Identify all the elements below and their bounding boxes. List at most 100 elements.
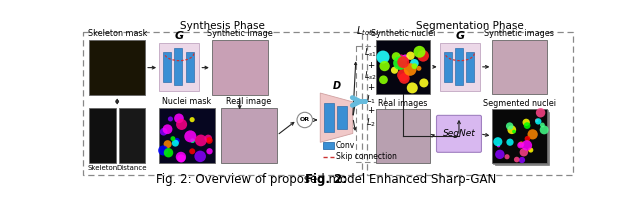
Bar [159, 43, 199, 91]
Bar [367, 32, 573, 175]
Circle shape [168, 117, 173, 122]
Bar [212, 40, 268, 95]
Bar [159, 108, 215, 163]
Circle shape [522, 119, 530, 126]
Text: Real image: Real image [227, 97, 271, 106]
Circle shape [524, 122, 531, 129]
Circle shape [512, 130, 516, 133]
Circle shape [527, 148, 532, 152]
Text: +: + [367, 61, 374, 70]
Circle shape [379, 76, 388, 84]
Circle shape [495, 150, 504, 159]
Circle shape [190, 138, 195, 143]
Circle shape [504, 154, 509, 159]
Bar [324, 103, 334, 132]
Circle shape [170, 136, 175, 141]
Circle shape [406, 52, 415, 60]
Text: $L_{s1}$: $L_{s1}$ [364, 46, 377, 59]
Text: SegNet: SegNet [443, 129, 476, 138]
Bar [493, 110, 548, 164]
Circle shape [176, 119, 187, 130]
Bar [83, 32, 362, 175]
FancyBboxPatch shape [436, 115, 481, 152]
Text: $L_{s2}$: $L_{s2}$ [364, 70, 377, 82]
Circle shape [176, 152, 186, 162]
Circle shape [174, 138, 180, 144]
Bar [492, 109, 547, 163]
Circle shape [402, 54, 409, 62]
Circle shape [174, 113, 184, 123]
Text: Synthetic Image: Synthetic Image [207, 29, 273, 38]
Text: Nuclei mask: Nuclei mask [163, 97, 212, 106]
Circle shape [397, 54, 404, 61]
Text: Fig. 2:: Fig. 2: [305, 173, 348, 186]
Circle shape [195, 151, 206, 162]
Circle shape [518, 141, 524, 147]
Circle shape [413, 46, 426, 58]
Text: $L_2$: $L_2$ [365, 116, 376, 129]
Circle shape [514, 157, 520, 162]
Circle shape [158, 145, 168, 155]
Text: Synthesis Phase: Synthesis Phase [180, 21, 265, 31]
Circle shape [407, 82, 418, 93]
Circle shape [160, 128, 168, 136]
Circle shape [163, 124, 172, 134]
Bar [90, 108, 116, 163]
Circle shape [497, 144, 500, 147]
Circle shape [297, 112, 312, 128]
Text: G: G [455, 31, 464, 41]
Text: $L_{total}$: $L_{total}$ [356, 25, 379, 38]
Circle shape [506, 122, 513, 130]
Bar [455, 48, 463, 85]
Bar [221, 108, 277, 163]
Circle shape [206, 148, 212, 154]
Bar [492, 40, 547, 94]
Text: OR: OR [300, 117, 310, 122]
Circle shape [417, 66, 421, 71]
Text: Distance: Distance [116, 165, 147, 171]
Circle shape [164, 140, 172, 148]
Text: +: + [367, 106, 374, 115]
Text: Segmented nuclei: Segmented nuclei [483, 99, 556, 108]
Text: Conv: Conv [336, 141, 355, 150]
Circle shape [204, 135, 212, 142]
Circle shape [535, 118, 538, 122]
Bar [186, 52, 194, 82]
Bar [163, 52, 171, 82]
Circle shape [399, 73, 410, 84]
Text: Synthetic nuclei: Synthetic nuclei [371, 29, 435, 38]
Circle shape [393, 56, 407, 70]
Circle shape [519, 157, 525, 163]
Circle shape [380, 61, 390, 71]
Circle shape [417, 50, 429, 62]
Circle shape [177, 154, 186, 163]
Circle shape [506, 139, 514, 146]
Text: Skeleton mask: Skeleton mask [88, 29, 147, 38]
Text: $L_1$: $L_1$ [365, 93, 376, 105]
Circle shape [172, 140, 179, 147]
Bar [376, 40, 430, 94]
Circle shape [540, 123, 545, 127]
Bar [440, 43, 480, 91]
Bar [466, 52, 474, 82]
Text: Segmentation Phase: Segmentation Phase [416, 21, 524, 31]
Circle shape [397, 69, 409, 81]
Circle shape [376, 51, 390, 64]
Text: Synthetic images: Synthetic images [484, 29, 554, 38]
Circle shape [527, 129, 538, 140]
Circle shape [164, 148, 173, 157]
Circle shape [535, 118, 541, 125]
Bar [174, 48, 182, 85]
Bar [444, 52, 452, 82]
Circle shape [206, 137, 212, 144]
Text: Real images: Real images [378, 99, 428, 108]
Circle shape [397, 56, 409, 68]
Circle shape [525, 136, 531, 141]
Bar [376, 109, 430, 163]
Text: Skip connection: Skip connection [336, 152, 397, 161]
Circle shape [391, 67, 398, 74]
Text: +: + [367, 83, 374, 92]
Circle shape [540, 125, 548, 134]
Bar [495, 112, 549, 165]
Circle shape [189, 117, 195, 122]
